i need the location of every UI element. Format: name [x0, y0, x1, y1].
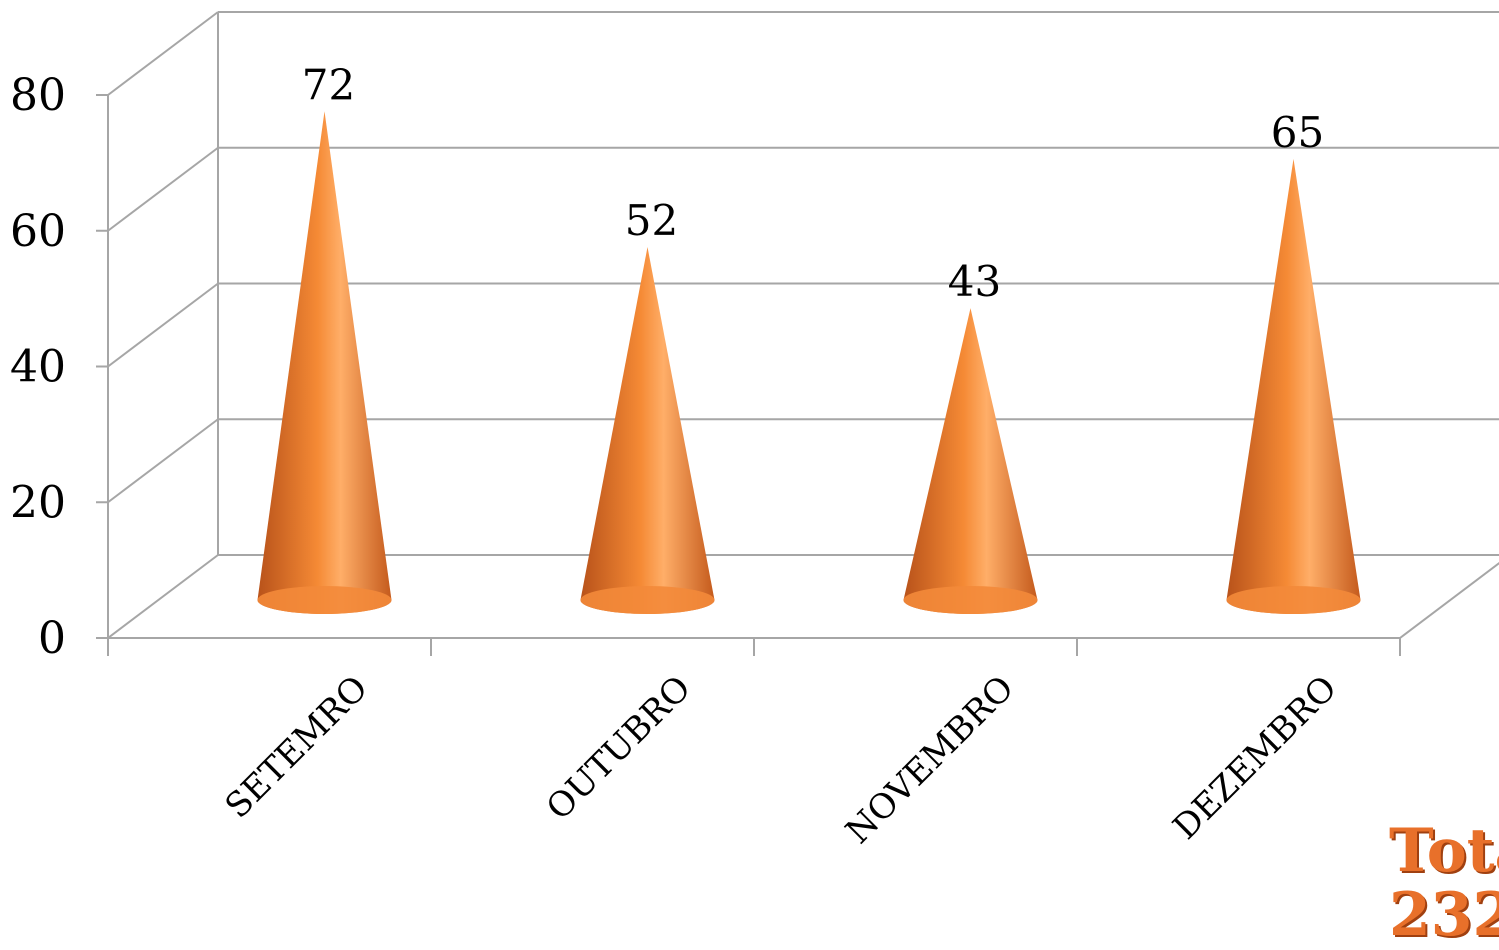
grid-slant — [107, 554, 219, 639]
grid-slant — [107, 418, 219, 504]
data-label: 65 — [1271, 108, 1324, 157]
x-tick-label: OUTUBRO — [539, 668, 699, 828]
x-tick-label: DEZEMBRO — [1165, 668, 1344, 847]
total-caption-line2: 232 — [1389, 880, 1499, 950]
y-tick-label: 80 — [10, 70, 66, 121]
cone-base — [580, 586, 715, 614]
cone-bar — [1226, 158, 1361, 614]
grid-slant — [107, 282, 219, 368]
grid-slant — [107, 11, 219, 96]
cone-body — [257, 111, 392, 615]
cone-body — [580, 247, 715, 615]
cone-bar — [903, 308, 1038, 614]
data-label: 43 — [948, 257, 1001, 306]
total-caption-line1: Tota — [1389, 816, 1499, 886]
axes — [96, 94, 1499, 656]
y-tick-label: 0 — [38, 613, 66, 664]
cone-body — [903, 308, 1038, 614]
cone-body — [1226, 158, 1361, 614]
cones — [257, 111, 1361, 615]
data-label: 72 — [302, 60, 355, 109]
grid-slant — [107, 146, 219, 232]
data-label: 52 — [625, 196, 678, 245]
y-tick-label: 20 — [10, 477, 66, 528]
cone-bar — [257, 111, 392, 615]
cone-chart: 0 20 40 60 80 72 52 43 65 SETEMRO OUTUBRO NOVEMBRO D… — [10, 11, 1499, 852]
cone-base — [903, 586, 1038, 614]
cone-base — [257, 586, 392, 614]
cone-bar — [580, 247, 715, 615]
x-tick-label: SETEMRO — [218, 668, 376, 826]
floor-right-edge — [1399, 562, 1499, 639]
y-tick-label: 60 — [10, 206, 66, 257]
cone-base — [1226, 586, 1361, 614]
y-tick-label: 40 — [10, 342, 66, 393]
x-tick-label: NOVEMBRO — [838, 668, 1022, 852]
total-caption: Tota 232 — [1389, 819, 1499, 947]
